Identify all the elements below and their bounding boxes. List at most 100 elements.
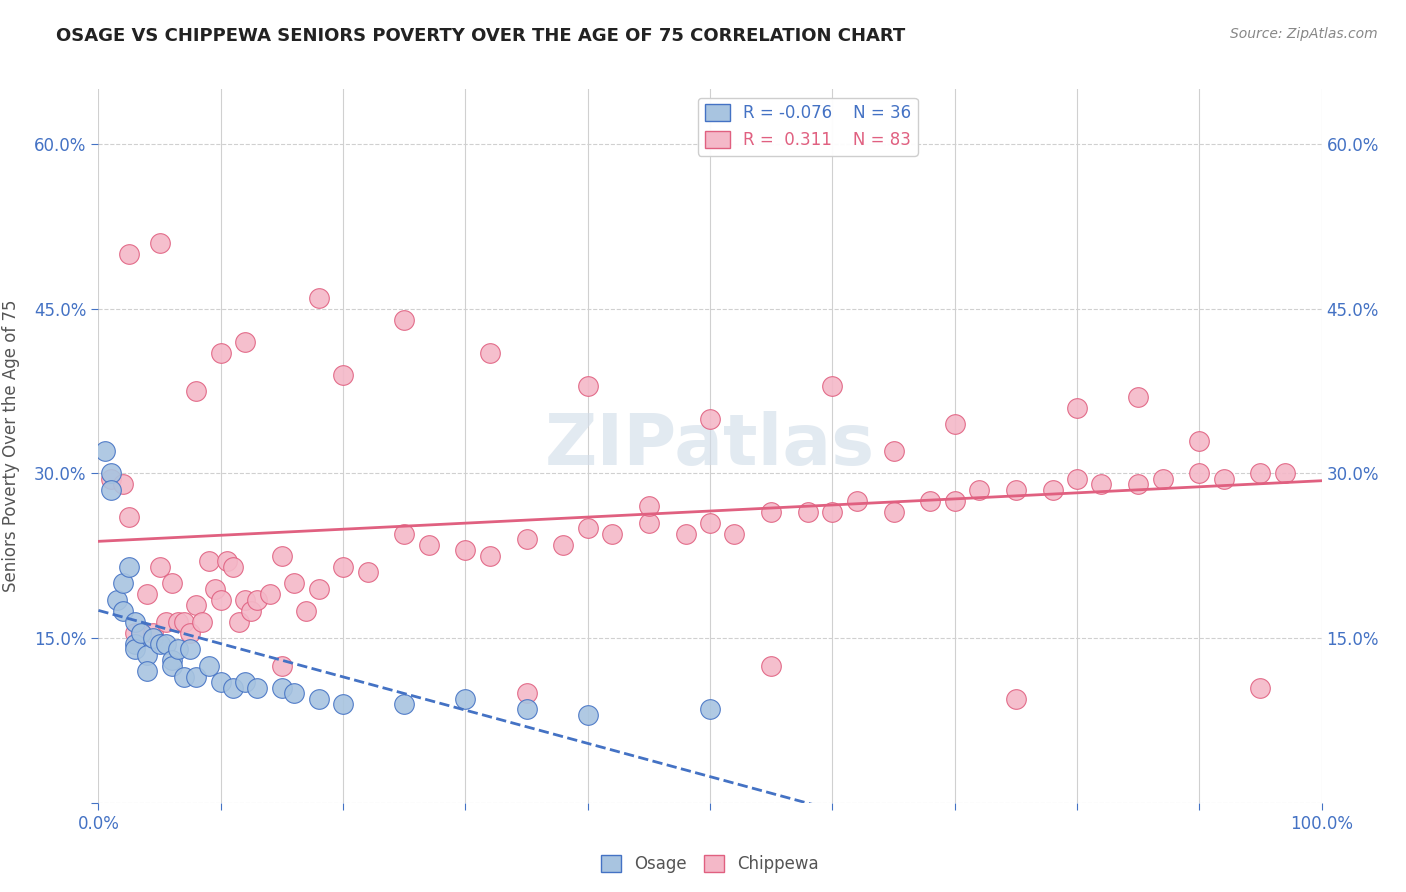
Point	[136, 664, 159, 678]
Point	[173, 669, 195, 683]
Point	[233, 675, 256, 690]
Point	[191, 615, 214, 629]
Point	[209, 675, 232, 690]
Point	[246, 681, 269, 695]
Point	[246, 592, 269, 607]
Point	[454, 691, 477, 706]
Point	[761, 505, 783, 519]
Point	[129, 625, 152, 640]
Point	[454, 543, 477, 558]
Point	[1128, 390, 1150, 404]
Point	[167, 615, 190, 629]
Point	[209, 345, 232, 359]
Point	[215, 554, 238, 568]
Point	[204, 582, 226, 596]
Point	[392, 312, 416, 326]
Point	[222, 559, 245, 574]
Point	[1188, 434, 1211, 448]
Point	[308, 291, 330, 305]
Point	[167, 642, 190, 657]
Point	[308, 582, 330, 596]
Point	[197, 658, 219, 673]
Point	[553, 538, 575, 552]
Point	[1066, 401, 1088, 415]
Point	[515, 533, 537, 547]
Point	[761, 658, 783, 673]
Point	[356, 566, 378, 580]
Point	[920, 494, 942, 508]
Point	[100, 467, 122, 481]
Point	[392, 697, 416, 711]
Point	[186, 669, 208, 683]
Point	[638, 500, 661, 514]
Point	[576, 521, 599, 535]
Point	[111, 576, 134, 591]
Point	[576, 378, 599, 392]
Point	[173, 615, 195, 629]
Point	[600, 526, 623, 541]
Point	[124, 615, 146, 629]
Point	[1042, 483, 1064, 497]
Point	[270, 549, 294, 563]
Point	[118, 510, 141, 524]
Point	[478, 549, 501, 563]
Point	[1152, 472, 1174, 486]
Point	[943, 417, 966, 431]
Point	[675, 526, 697, 541]
Point	[270, 658, 294, 673]
Point	[797, 505, 820, 519]
Point	[179, 625, 201, 640]
Point	[821, 505, 844, 519]
Point	[699, 516, 721, 530]
Point	[124, 625, 146, 640]
Point	[142, 625, 165, 640]
Point	[515, 702, 537, 716]
Point	[699, 411, 721, 425]
Point	[100, 472, 122, 486]
Text: OSAGE VS CHIPPEWA SENIORS POVERTY OVER THE AGE OF 75 CORRELATION CHART: OSAGE VS CHIPPEWA SENIORS POVERTY OVER T…	[56, 27, 905, 45]
Point	[332, 697, 354, 711]
Point	[283, 686, 305, 700]
Point	[638, 516, 661, 530]
Point	[392, 526, 416, 541]
Point	[418, 538, 440, 552]
Point	[1188, 467, 1211, 481]
Point	[332, 368, 354, 382]
Text: ZIPatlas: ZIPatlas	[546, 411, 875, 481]
Point	[240, 604, 263, 618]
Point	[209, 592, 232, 607]
Point	[197, 554, 219, 568]
Point	[883, 505, 905, 519]
Point	[1066, 472, 1088, 486]
Point	[1004, 483, 1026, 497]
Point	[1274, 467, 1296, 481]
Point	[233, 592, 256, 607]
Point	[118, 559, 141, 574]
Point	[186, 598, 208, 612]
Point	[259, 587, 281, 601]
Legend: Osage, Chippewa: Osage, Chippewa	[595, 848, 825, 880]
Point	[100, 483, 122, 497]
Point	[270, 681, 294, 695]
Point	[105, 592, 128, 607]
Point	[222, 681, 245, 695]
Point	[111, 604, 134, 618]
Point	[136, 587, 159, 601]
Point	[149, 235, 172, 250]
Point	[723, 526, 745, 541]
Y-axis label: Seniors Poverty Over the Age of 75: Seniors Poverty Over the Age of 75	[3, 300, 20, 592]
Point	[233, 334, 256, 349]
Point	[149, 559, 172, 574]
Point	[967, 483, 990, 497]
Point	[124, 642, 146, 657]
Point	[845, 494, 868, 508]
Point	[308, 691, 330, 706]
Point	[699, 702, 721, 716]
Point	[1128, 477, 1150, 491]
Point	[155, 615, 177, 629]
Point	[821, 378, 844, 392]
Point	[186, 384, 208, 398]
Text: Source: ZipAtlas.com: Source: ZipAtlas.com	[1230, 27, 1378, 41]
Point	[136, 648, 159, 662]
Point	[160, 658, 183, 673]
